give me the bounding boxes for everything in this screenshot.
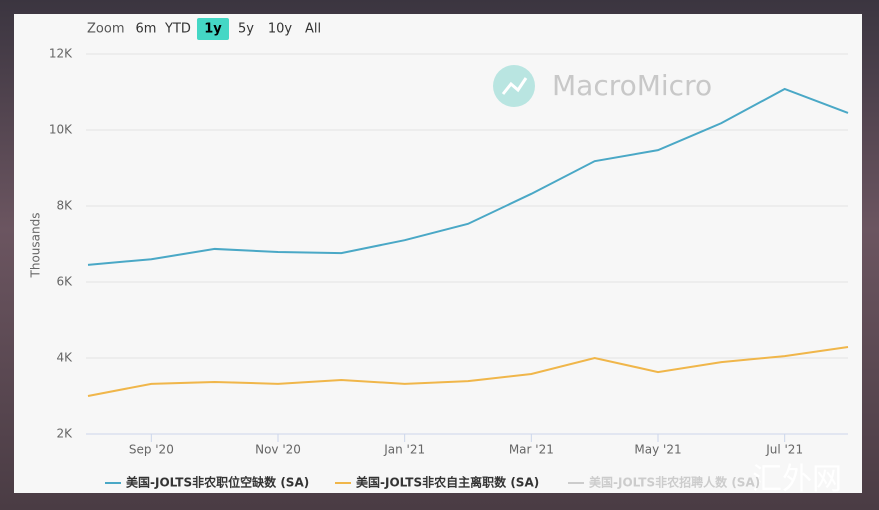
y-tick-label: 6K	[56, 275, 73, 289]
x-tick-label: Sep '20	[129, 443, 174, 457]
y-tick-label: 4K	[56, 351, 73, 365]
range-button[interactable]: 6m	[136, 22, 157, 37]
watermark-icon	[501, 77, 528, 95]
range-button-bg[interactable]	[197, 18, 229, 40]
x-tick-label: Nov '20	[255, 443, 301, 457]
legend-label[interactable]: 美国-JOLTS非农自主离职数 (SA)	[356, 475, 539, 490]
legend-label[interactable]: 美国-JOLTS非农职位空缺数 (SA)	[126, 475, 309, 490]
y-tick-label: 12K	[49, 47, 73, 61]
range-button[interactable]: 1y	[204, 22, 222, 37]
watermark: MacroMicro	[552, 69, 712, 102]
x-tick-label: May '21	[634, 443, 681, 457]
legend-label[interactable]: 美国-JOLTS非农招聘人数 (SA)	[589, 475, 760, 490]
zoom-label: Zoom	[87, 22, 124, 37]
y-axis-label: Thousands	[29, 213, 43, 279]
range-button[interactable]: 10y	[268, 22, 293, 37]
series-line	[87, 345, 849, 397]
series-line	[87, 87, 849, 266]
range-button[interactable]: 5y	[238, 22, 254, 37]
y-tick-label: 2K	[56, 427, 73, 441]
range-button[interactable]: YTD	[164, 22, 191, 37]
range-button[interactable]: All	[305, 22, 321, 37]
x-tick-label: Jan '21	[383, 443, 425, 457]
y-tick-label: 8K	[56, 199, 73, 213]
chart-panel	[14, 14, 862, 493]
x-tick-label: Jul '21	[765, 443, 803, 457]
corner-mark: 汇外网	[752, 462, 842, 497]
x-tick-label: Mar '21	[509, 443, 554, 457]
y-tick-label: 10K	[49, 123, 73, 137]
